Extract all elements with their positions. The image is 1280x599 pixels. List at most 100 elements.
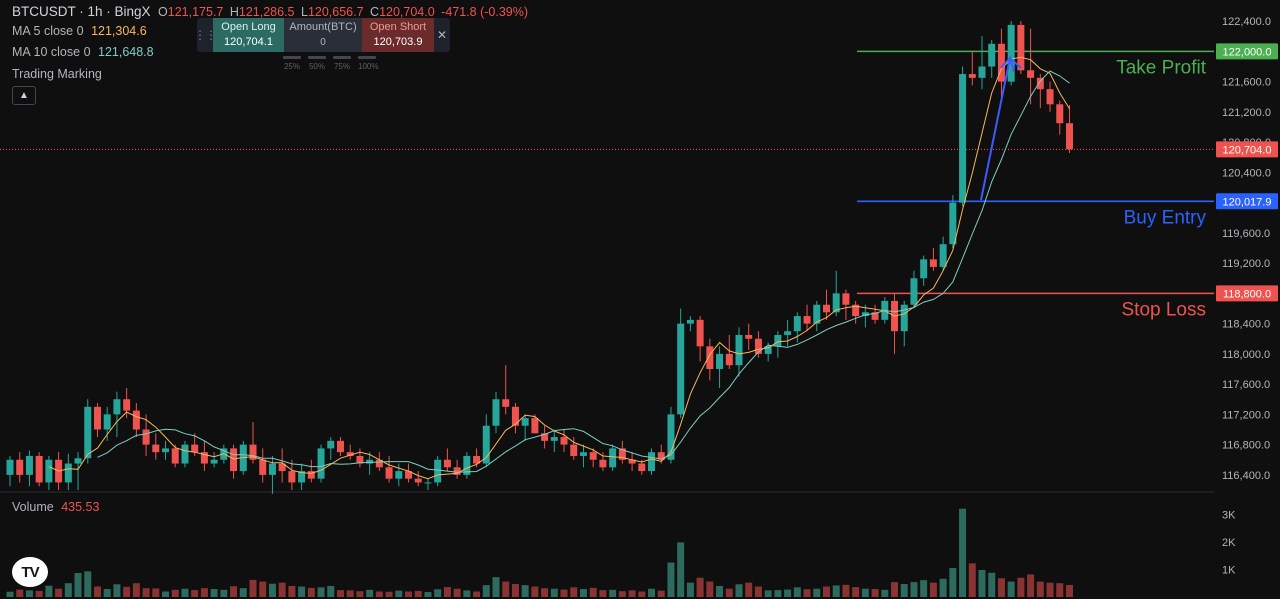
price-tick-label: 117,600.0 [1222, 379, 1270, 391]
close-label: C [370, 5, 380, 19]
stop-loss-price-tag: 118,800.0 [1223, 288, 1271, 300]
volume-bar [64, 583, 72, 597]
volume-bar [949, 568, 957, 597]
candle-body [939, 244, 947, 267]
tradingview-logo[interactable]: TV [12, 557, 48, 587]
candle-body [492, 399, 500, 426]
collapse-legend-button[interactable]: ▲ [12, 86, 36, 105]
candle-body [473, 455, 481, 464]
volume-bar [152, 588, 160, 597]
volume-bar [492, 577, 500, 597]
volume-bar [997, 578, 1005, 597]
volume-bar [764, 590, 772, 597]
open-short-button[interactable]: Open Short 120,703.9 [362, 18, 434, 52]
candle-body [278, 463, 286, 472]
candle-body [910, 278, 918, 305]
volume-bar [1046, 582, 1054, 597]
price-tick-label: 118,000.0 [1222, 349, 1270, 361]
candle-body [929, 259, 937, 267]
volume-bar [35, 590, 43, 597]
volume-legend[interactable]: Volume 435.53 [12, 500, 103, 514]
volume-bar [385, 591, 393, 597]
stop-loss-label: Stop Loss [1122, 299, 1207, 320]
volume-bar [939, 578, 947, 597]
trading-marking-legend[interactable]: Trading Marking [12, 67, 106, 81]
volume-bar [638, 591, 646, 597]
volume-bar [579, 589, 587, 597]
close-icon[interactable]: ✕ [436, 28, 448, 42]
candle-body [434, 459, 442, 483]
candle-body [560, 437, 568, 445]
volume-bar [162, 591, 170, 597]
order-panel: ⋮⋮ Open Long 120,704.1 Amount(BTC) 0 Ope… [194, 18, 450, 52]
volume-bar [910, 582, 918, 597]
low-value: 120,656.7 [307, 5, 364, 19]
volume-bar [45, 585, 53, 597]
candle-body [35, 455, 43, 483]
volume-bar [716, 585, 724, 597]
volume-bar [142, 588, 150, 597]
open-long-label: Open Long [221, 21, 276, 33]
price-tick-label: 120,400.0 [1222, 167, 1271, 179]
candle-body [599, 459, 607, 468]
volume-bar [609, 589, 617, 597]
volume-bar [298, 586, 306, 597]
volume-bar [375, 591, 383, 597]
candle-body [803, 316, 811, 324]
percent-25-button[interactable]: 25% [283, 56, 301, 71]
volume-bar [696, 577, 704, 597]
candle-body [395, 471, 403, 479]
candle-body [988, 43, 996, 67]
volume-bar [1027, 574, 1035, 597]
volume-bar [434, 589, 442, 597]
candle-body [45, 459, 53, 483]
volume-bar [453, 588, 461, 597]
volume-bar [521, 585, 529, 597]
volume-bar [278, 582, 286, 597]
volume-bar [1036, 581, 1044, 597]
candle-body [424, 482, 432, 484]
volume-bar [929, 582, 937, 597]
drag-handle-icon[interactable]: ⋮⋮ [194, 28, 217, 42]
volume-bar [900, 584, 908, 597]
volume-value: 435.53 [61, 500, 100, 514]
chevron-up-icon: ▲ [19, 90, 29, 101]
candle-body [531, 418, 539, 434]
ma5-legend[interactable]: MA 5 close 0 121,304.6 [12, 24, 151, 38]
candle-body [667, 414, 675, 460]
volume-bar [346, 590, 354, 597]
candle-body [550, 437, 558, 441]
candle-body [317, 448, 325, 479]
candle-body [181, 444, 189, 464]
volume-bar [1007, 581, 1015, 597]
candle-body [171, 448, 179, 464]
volume-bar [463, 590, 471, 597]
candle-body [648, 452, 656, 472]
candle-body [696, 319, 704, 347]
ma5-value: 121,304.6 [91, 24, 147, 38]
candle-body [900, 304, 908, 332]
amount-field[interactable]: Amount(BTC) 0 [284, 18, 362, 52]
candle-body [268, 463, 276, 475]
ma10-value: 121,648.8 [98, 45, 154, 59]
ohlc-values: O121,175.7 H121,286.5 L120,656.7 C120,70… [158, 5, 532, 19]
candle-body [638, 463, 646, 472]
symbol-title: BTCUSDT · 1h · BingX [12, 4, 151, 19]
volume-bar [978, 569, 986, 597]
candle-body [162, 448, 170, 453]
percent-75-label: 75% [333, 62, 350, 71]
volume-bar [443, 587, 451, 597]
percent-75-button[interactable]: 75% [333, 56, 351, 71]
candle-body [259, 459, 267, 475]
volume-bar [113, 584, 121, 597]
ma10-legend[interactable]: MA 10 close 0 121,648.8 [12, 45, 158, 59]
candle-body [113, 399, 121, 415]
candle-body [570, 444, 578, 456]
volume-bar [84, 571, 92, 597]
percent-100-button[interactable]: 100% [358, 56, 378, 71]
percent-50-button[interactable]: 50% [308, 56, 326, 71]
candle-body [152, 444, 160, 453]
open-value: 121,175.7 [167, 5, 224, 19]
open-long-button[interactable]: Open Long 120,704.1 [213, 18, 284, 52]
